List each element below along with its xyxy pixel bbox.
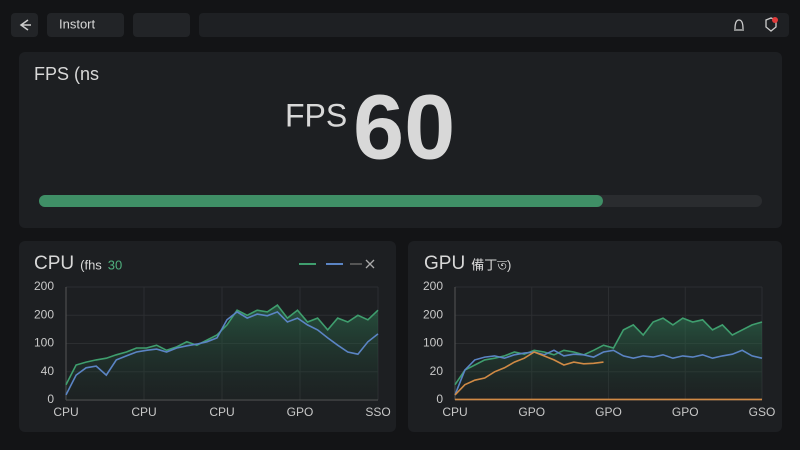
x-tick-label: GPO (287, 405, 314, 419)
x-tick-label: GPO (672, 405, 699, 419)
panel-badge: 30 (108, 257, 122, 272)
alert-icon[interactable] (765, 17, 777, 32)
series-line (454, 351, 604, 396)
fps-panel (19, 52, 782, 228)
series-area (66, 305, 378, 400)
panel-title: GPU (424, 253, 465, 274)
back-icon (19, 19, 31, 31)
panel-subtitle: 備丁ত) (471, 257, 511, 272)
y-tick-label: 200 (34, 279, 54, 293)
x-tick-label: CPU (209, 405, 234, 419)
y-tick-label: 40 (41, 364, 55, 378)
fps-value: 60 (353, 76, 455, 178)
series-area (455, 318, 762, 400)
panel-title: FPS (ns (34, 64, 99, 84)
x-tick-label: GPO (518, 405, 545, 419)
y-tick-label: 100 (423, 336, 443, 350)
x-tick-label: SSO (365, 405, 390, 419)
series-line (65, 310, 379, 396)
x-tick-label: GSO (749, 405, 776, 419)
y-tick-label: 20 (430, 364, 444, 378)
y-tick-label: 200 (423, 279, 443, 293)
panel-subtitle: (fhs (80, 257, 102, 272)
x-tick-label: CPU (442, 405, 467, 419)
y-tick-label: 0 (47, 392, 54, 406)
y-tick-label: 0 (436, 392, 443, 406)
progress-fill (39, 195, 603, 207)
y-tick-label: 200 (34, 307, 54, 321)
fps-label: FPS (285, 97, 347, 133)
x-tick-label: CPU (53, 405, 78, 419)
x-tick-label: GPO (595, 405, 622, 419)
notification-dot (772, 17, 778, 23)
tab[interactable] (133, 13, 190, 37)
y-tick-label: 200 (423, 307, 443, 321)
series-line (454, 317, 763, 386)
x-tick-label: CPU (131, 405, 156, 419)
bell-icon[interactable] (734, 19, 744, 31)
panel-title: CPU (34, 253, 74, 274)
legend-close (365, 259, 375, 269)
y-tick-label: 100 (34, 336, 54, 350)
tab[interactable] (47, 13, 124, 37)
series-line (454, 349, 763, 396)
search-bar[interactable] (199, 13, 789, 37)
tab-label: Instort (59, 16, 96, 31)
